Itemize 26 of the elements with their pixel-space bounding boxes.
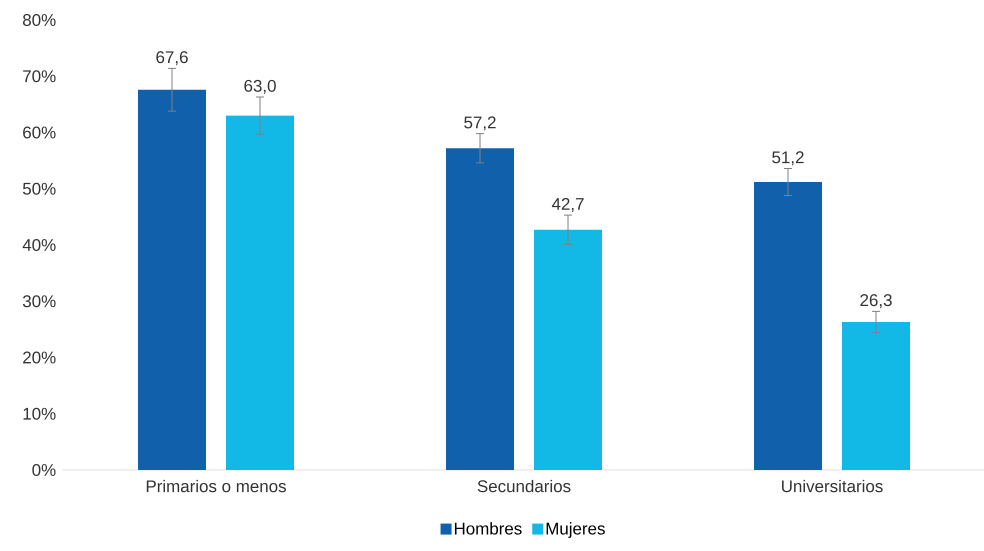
data-label: 26,3 [860,294,892,308]
data-label: 42,7 [552,198,584,212]
y-tick-label: 30% [22,295,56,308]
legend-label: Hombres [454,522,522,535]
bar [138,90,206,470]
bar [754,182,822,470]
y-tick-label: 50% [22,182,56,195]
bar [534,230,602,470]
legend-label: Mujeres [546,522,605,538]
y-tick-label: 60% [23,126,56,138]
x-tick-label: Universitarios [782,480,883,492]
bar [226,116,294,470]
data-label: 51,2 [772,151,804,166]
y-tick-label: 80% [23,14,56,26]
y-tick-label: 0% [32,464,56,476]
x-tick-label: Secundarios [478,480,570,492]
data-label: 57,2 [464,116,496,130]
y-tick-label: 10% [24,408,56,420]
data-label: 63,0 [244,80,276,94]
y-tick-label: 40% [22,238,56,251]
bar [446,148,514,470]
y-tick-label: 70% [23,70,56,82]
y-tick-label: 20% [23,351,56,364]
bar [842,322,910,470]
data-label: 67,6 [156,51,188,66]
x-tick-label: Primarios o menos [146,480,286,492]
